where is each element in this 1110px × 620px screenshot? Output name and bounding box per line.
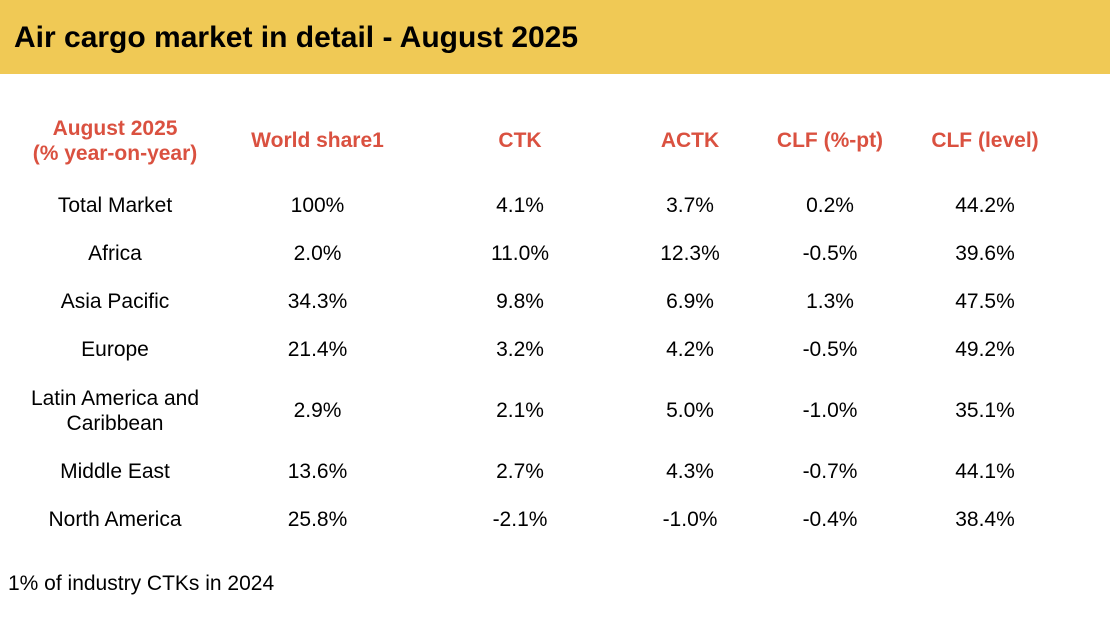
- cell-clf-pt: 1.3%: [806, 290, 854, 314]
- column-header-period-line2: (% year-on-year): [32, 142, 198, 165]
- column-header-clf-pt: CLF (%-pt): [776, 129, 884, 153]
- column-header-ctk: CTK: [498, 129, 542, 153]
- table-row-europe: Europe 21.4% 3.2% 4.2% -0.5% 49.2%: [0, 326, 1060, 374]
- column-header-period-line1: August 2025: [52, 116, 178, 140]
- cell-actk: -1.0%: [662, 508, 718, 532]
- cell-world-share: 21.4%: [287, 338, 348, 362]
- cell-world-share: 13.6%: [287, 460, 348, 484]
- cell-ctk: 3.2%: [496, 338, 544, 362]
- row-label: Middle East: [60, 460, 170, 484]
- table-header-row: August 2025 (% year-on-year) World share…: [0, 100, 1060, 182]
- row-label: North America: [48, 508, 182, 532]
- row-label: Africa: [88, 242, 142, 266]
- table-row-asia-pacific: Asia Pacific 34.3% 9.8% 6.9% 1.3% 47.5%: [0, 278, 1060, 326]
- cell-clf-level: 49.2%: [955, 338, 1015, 362]
- page-title: Air cargo market in detail - August 2025: [14, 20, 579, 54]
- cell-actk: 4.2%: [666, 338, 714, 362]
- column-header-actk: ACTK: [660, 129, 720, 153]
- cell-clf-level: 35.1%: [955, 399, 1015, 423]
- cell-clf-level: 39.6%: [955, 242, 1015, 266]
- table-footnote: 1% of industry CTKs in 2024: [8, 572, 275, 595]
- cell-clf-pt: -0.5%: [802, 338, 858, 362]
- cell-ctk: -2.1%: [492, 508, 548, 532]
- cell-clf-pt: -0.7%: [802, 460, 858, 484]
- cell-actk: 3.7%: [666, 194, 714, 218]
- cell-world-share: 2.9%: [293, 399, 342, 423]
- row-label: Total Market: [57, 194, 173, 218]
- cell-world-share: 2.0%: [293, 242, 342, 266]
- cell-world-share: 100%: [290, 194, 345, 218]
- column-header-clf-level: CLF (level): [931, 129, 1039, 153]
- cell-clf-level: 38.4%: [955, 508, 1015, 532]
- table-row-north-america: North America 25.8% -2.1% -1.0% -0.4% 38…: [0, 496, 1060, 544]
- header-banner: Air cargo market in detail - August 2025: [0, 0, 1110, 74]
- cell-clf-level: 44.1%: [955, 460, 1015, 484]
- cell-actk: 5.0%: [666, 399, 714, 423]
- column-header-period: August 2025 (% year-on-year): [0, 116, 230, 166]
- cell-clf-level: 44.2%: [955, 194, 1015, 218]
- cell-ctk: 4.1%: [496, 194, 544, 218]
- cell-ctk: 9.8%: [496, 290, 544, 314]
- cell-actk: 4.3%: [666, 460, 714, 484]
- cell-world-share: 34.3%: [287, 290, 348, 314]
- cell-clf-pt: 0.2%: [806, 194, 854, 218]
- row-label: Europe: [81, 338, 149, 362]
- cell-clf-level: 47.5%: [955, 290, 1015, 314]
- cell-actk: 12.3%: [660, 242, 720, 266]
- row-label: Asia Pacific: [60, 290, 170, 314]
- cell-clf-pt: -0.5%: [802, 242, 858, 266]
- cell-ctk: 2.7%: [496, 460, 544, 484]
- cell-clf-pt: -0.4%: [802, 508, 858, 532]
- cell-world-share: 25.8%: [287, 508, 348, 532]
- cell-actk: 6.9%: [666, 290, 714, 314]
- table-row-africa: Africa 2.0% 11.0% 12.3% -0.5% 39.6%: [0, 230, 1060, 278]
- cell-ctk: 11.0%: [491, 242, 549, 266]
- cell-ctk: 2.1%: [496, 399, 544, 423]
- cell-clf-pt: -1.0%: [802, 399, 858, 423]
- air-cargo-table: August 2025 (% year-on-year) World share…: [0, 100, 1060, 544]
- table-row-latin-america-caribbean: Latin America and Caribbean 2.9% 2.1% 5.…: [0, 374, 1060, 448]
- row-label: Latin America and Caribbean: [30, 386, 200, 435]
- column-header-world-share: World share1: [251, 129, 384, 153]
- table-row-middle-east: Middle East 13.6% 2.7% 4.3% -0.7% 44.1%: [0, 448, 1060, 496]
- table-row-total-market: Total Market 100% 4.1% 3.7% 0.2% 44.2%: [0, 182, 1060, 230]
